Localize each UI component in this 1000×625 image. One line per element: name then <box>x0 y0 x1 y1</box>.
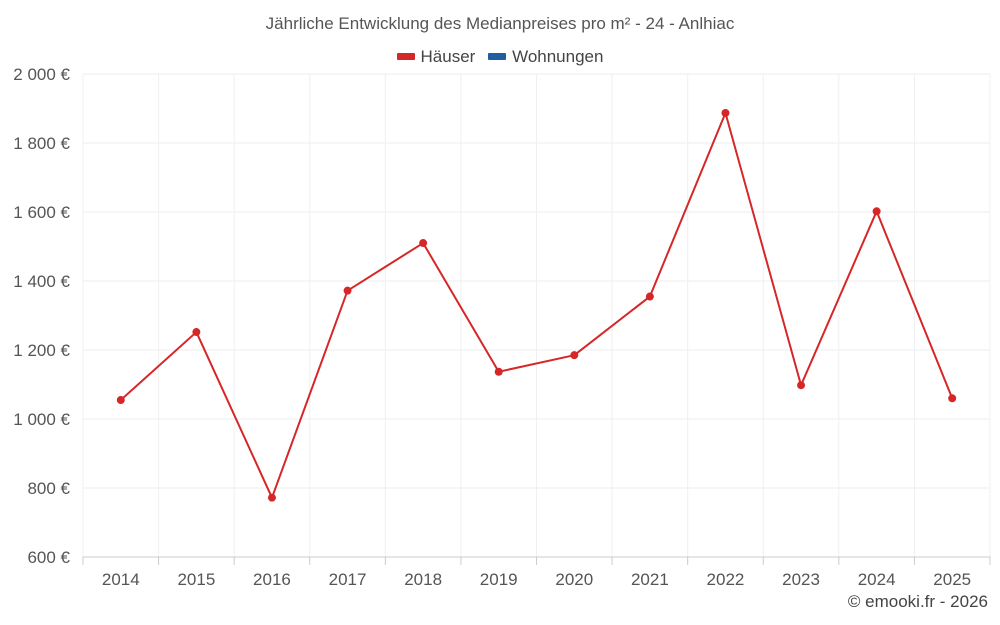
legend-swatch-houses <box>396 53 415 60</box>
series-line-0 <box>120 111 954 499</box>
x-tick-label: 2022 <box>707 570 745 589</box>
y-tick-label: 1 400 € <box>13 272 70 291</box>
series-layer <box>116 108 957 502</box>
x-tick-label: 2021 <box>631 570 669 589</box>
y-tick-label: 2 000 € <box>13 65 70 84</box>
data-point-2022 <box>721 108 730 117</box>
data-point-2024 <box>872 207 881 216</box>
legend-item-houses[interactable]: Häuser <box>396 46 476 67</box>
legend-swatch-apartments <box>488 53 507 60</box>
legend-item-apartments[interactable]: Wohnungen <box>488 47 603 67</box>
legend: Häuser Wohnungen <box>0 45 1000 67</box>
data-point-2023 <box>797 381 806 390</box>
legend-label-apartments: Wohnungen <box>512 46 604 66</box>
chart-title: Jährliche Entwicklung des Medianpreises … <box>265 14 735 33</box>
x-tick-label: 2025 <box>933 570 971 589</box>
x-tick-label: 2014 <box>102 570 140 589</box>
x-tick-label: 2017 <box>329 570 367 589</box>
y-tick-label: 600 € <box>27 548 70 567</box>
x-tick-label: 2016 <box>253 570 291 589</box>
data-point-2016 <box>267 493 276 502</box>
data-point-2025 <box>948 394 957 403</box>
y-tick-label: 1 800 € <box>13 134 70 153</box>
y-tick-label: 1 600 € <box>13 203 70 222</box>
data-point-2015 <box>192 328 201 337</box>
x-tick-label: 2019 <box>480 570 518 589</box>
y-axis-labels: 600 € 800 € 1 000 € 1 200 € 1 400 € 1 600 € 1 … <box>13 65 70 567</box>
data-point-2014 <box>116 396 125 405</box>
data-point-2019 <box>494 367 503 376</box>
axes <box>82 556 991 565</box>
data-point-2020 <box>570 351 579 360</box>
footer-credit: © emooki.fr - 2026 <box>847 592 988 611</box>
grid <box>82 73 991 557</box>
data-point-2021 <box>645 292 654 301</box>
y-tick-label: 800 € <box>27 479 70 498</box>
x-tick-label: 2020 <box>555 570 593 589</box>
x-tick-label: 2015 <box>177 570 215 589</box>
legend-label-houses: Häuser <box>420 46 476 66</box>
x-tick-label: 2024 <box>858 570 896 589</box>
data-point-2017 <box>343 286 352 295</box>
y-tick-label: 1 000 € <box>13 410 70 429</box>
data-point-2018 <box>419 239 428 248</box>
x-tick-label: 2018 <box>404 570 442 589</box>
x-tick-label: 2023 <box>782 570 820 589</box>
x-axis-labels: 2014 2015 2016 2017 2018 2019 2020 2021 2022 2023… <box>102 570 971 589</box>
y-tick-label: 1 200 € <box>13 341 70 360</box>
